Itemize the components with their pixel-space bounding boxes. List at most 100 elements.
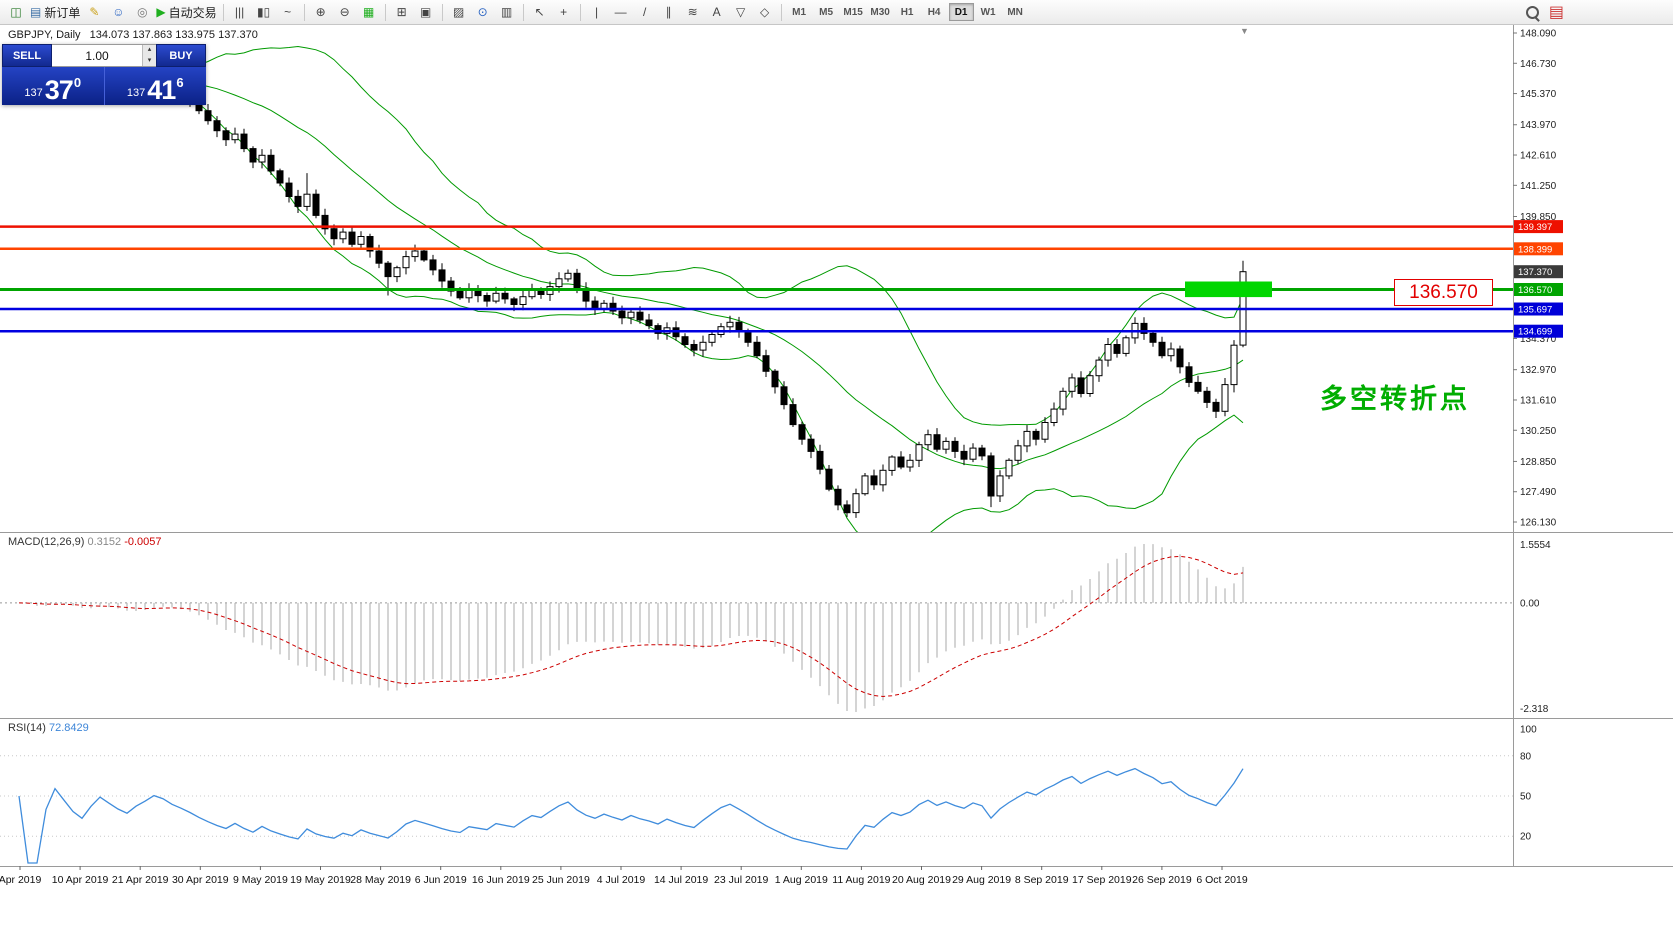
candles-chart-icon[interactable]: ▮▯ xyxy=(252,2,276,22)
zoom-out-icon[interactable]: ⊖ xyxy=(333,2,357,22)
timeframe-h1[interactable]: H1 xyxy=(900,6,914,18)
zoom-in-icon[interactable]: ⊕ xyxy=(309,2,333,22)
rsi-axis-label: 50 xyxy=(1520,792,1532,803)
svg-text:138.399: 138.399 xyxy=(1518,244,1552,255)
timeframe-h4[interactable]: H4 xyxy=(927,6,941,18)
templates-icon: ▨ xyxy=(452,5,465,19)
chart-options-icon[interactable]: ▥ xyxy=(495,2,519,22)
date-label: Apr 2019 xyxy=(0,874,41,886)
price-axis-label: 146.730 xyxy=(1520,59,1557,70)
channel-icon[interactable]: ∥ xyxy=(657,2,681,22)
cursor-icon[interactable]: ↖ xyxy=(528,2,552,22)
volume-up-icon[interactable]: ▴ xyxy=(143,45,156,56)
price-axis-label: 139.850 xyxy=(1520,212,1557,223)
date-label: 20 Aug 2019 xyxy=(892,874,951,886)
buy-price-prefix: 137 xyxy=(126,87,146,99)
profile-icon[interactable]: ☺ xyxy=(106,2,130,22)
buy-price-display[interactable]: 137 41 6 xyxy=(104,67,206,105)
new-order-button-label: 新订单 xyxy=(44,5,81,20)
svg-text:139.397: 139.397 xyxy=(1518,222,1552,233)
date-label: 17 Sep 2019 xyxy=(1072,874,1132,886)
metaeditor-icon[interactable]: ✎ xyxy=(82,2,106,22)
macd-axis-label: 1.5554 xyxy=(1520,540,1551,551)
sell-price-display[interactable]: 137 37 0 xyxy=(2,67,105,105)
timeframe-m30[interactable]: M30 xyxy=(870,6,890,18)
svg-text:135.697: 135.697 xyxy=(1518,305,1552,316)
date-label: 29 Aug 2019 xyxy=(952,874,1011,886)
trade-widget-controls: SELL ▴ ▾ BUY xyxy=(2,44,206,67)
timeframe-mn[interactable]: MN xyxy=(1007,6,1023,18)
text-icon: A xyxy=(712,5,721,19)
main-chart-panel[interactable]: 148.090 146.730 145.370 143.970 142.610 141.2… xyxy=(0,25,1673,532)
text-icon[interactable]: A xyxy=(705,2,729,22)
shapes-icon[interactable]: ◇ xyxy=(753,2,777,22)
sell-button[interactable]: SELL xyxy=(2,44,52,67)
indicators-icon: ▦ xyxy=(362,5,375,19)
macd-panel[interactable]: 1.5554 0.00 -2.318 MACD(12,26,9) 0.3152 -0… xyxy=(0,532,1673,718)
bars-chart-icon[interactable]: ||| xyxy=(228,2,252,22)
timeframe-w1[interactable]: W1 xyxy=(980,6,996,18)
date-label: 6 Oct 2019 xyxy=(1196,874,1248,886)
toolbar-right-group: ▤ xyxy=(1525,2,1564,22)
fibonacci-icon[interactable]: ≋ xyxy=(681,2,705,22)
price-axis-label: 143.970 xyxy=(1520,120,1557,131)
date-label: 11 Aug 2019 xyxy=(832,874,890,886)
date-label: 16 Jun 2019 xyxy=(472,874,530,886)
svg-text:137.370: 137.370 xyxy=(1518,267,1552,278)
arrange-windows-icon[interactable]: ▣ xyxy=(414,2,438,22)
arrows-icon[interactable]: ▽ xyxy=(729,2,753,22)
line-chart-icon: ~ xyxy=(284,5,292,19)
rsi-axis-label: 80 xyxy=(1520,751,1532,762)
line-chart-icon[interactable]: ~ xyxy=(276,2,300,22)
trendline-icon: / xyxy=(642,5,647,19)
bars-chart-icon: ||| xyxy=(234,5,245,19)
chart-options-icon: ▥ xyxy=(500,5,513,19)
date-label: 9 May 2019 xyxy=(233,874,288,886)
date-label: 25 Jun 2019 xyxy=(532,874,590,886)
highlight-rectangle[interactable] xyxy=(1185,281,1272,298)
new-chart-icon[interactable]: ◫ xyxy=(4,2,28,22)
indicators-icon[interactable]: ▦ xyxy=(357,2,381,22)
price-tag-138.399 xyxy=(1514,242,1563,256)
buy-button[interactable]: BUY xyxy=(156,44,206,67)
rsi-label: RSI(14) 72.8429 xyxy=(8,722,89,734)
timeframe-m1[interactable]: M1 xyxy=(792,6,807,18)
timeframe-m15[interactable]: M15 xyxy=(843,6,863,18)
macd-chart[interactable]: 1.5554 0.00 -2.318 xyxy=(0,532,1673,718)
one-click-trading-widget: SELL ▴ ▾ BUY 137 37 0 137 41 6 xyxy=(2,44,206,105)
date-label: 21 Apr 2019 xyxy=(112,874,169,886)
metaeditor-icon: ✎ xyxy=(89,5,100,19)
macd-label: MACD(12,26,9) 0.3152 -0.0057 xyxy=(8,536,162,548)
autotrading-button-label: 自动交易 xyxy=(168,5,217,20)
rsi-panel[interactable]: 100 80 50 20 RSI(14) 72.8429 xyxy=(0,718,1673,866)
price-axis-label: 127.490 xyxy=(1520,487,1557,498)
volume-input[interactable] xyxy=(52,45,142,66)
rsi-chart[interactable]: 100 80 50 20 xyxy=(0,718,1673,866)
hline-icon[interactable]: — xyxy=(609,2,633,22)
price-axis-label: 130.250 xyxy=(1520,426,1557,437)
vline-icon[interactable]: | xyxy=(585,2,609,22)
trendline-icon[interactable]: / xyxy=(633,2,657,22)
timeframe-d1[interactable]: D1 xyxy=(948,3,974,21)
layouts-icon[interactable]: ▤ xyxy=(1548,4,1564,21)
search-icon[interactable] xyxy=(1525,5,1539,19)
volume-down-icon[interactable]: ▾ xyxy=(143,55,156,66)
new-order-icon: ▤ xyxy=(30,5,42,19)
new-order-button[interactable]: ▤ 新订单 xyxy=(28,2,82,22)
timeframe-m5[interactable]: M5 xyxy=(819,6,834,18)
zoom-out-icon: ⊖ xyxy=(339,5,350,19)
date-axis[interactable]: Apr 2019 10 Apr 2019 21 Apr 2019 30 Apr 201… xyxy=(0,866,1673,948)
crosshair-icon[interactable]: + xyxy=(552,2,576,22)
date-label: 19 May 2019 xyxy=(290,874,351,886)
date-label: 8 Sep 2019 xyxy=(1015,874,1069,886)
shapes-icon: ◇ xyxy=(759,5,770,19)
macd-signal-line xyxy=(18,555,1244,698)
autotrading-button[interactable]: ▶ 自动交易 xyxy=(154,2,218,22)
market-icon[interactable]: ◎ xyxy=(130,2,154,22)
chart-shift-icon[interactable]: ▼ xyxy=(1240,26,1249,36)
price-axis-label: 142.610 xyxy=(1520,151,1557,162)
ohlc-values: 134.073 137.863 133.975 137.370 xyxy=(89,29,258,41)
tile-windows-icon[interactable]: ⊞ xyxy=(390,2,414,22)
period-icon[interactable]: ⊙ xyxy=(471,2,495,22)
templates-icon[interactable]: ▨ xyxy=(447,2,471,22)
